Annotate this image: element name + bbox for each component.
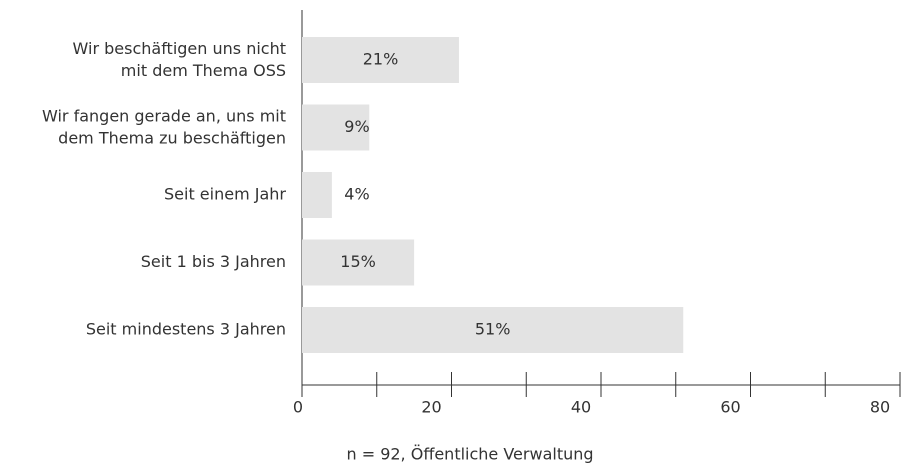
label-line: Wir fangen gerade an, uns mit	[42, 106, 286, 125]
bar	[302, 104, 370, 151]
y-tick-label: Wir beschäftigen uns nicht mit dem Thema …	[73, 39, 286, 80]
x-tick-label: 80	[870, 398, 890, 417]
value-label: 9%	[344, 117, 369, 136]
bar	[302, 239, 415, 286]
bar	[302, 172, 332, 218]
x-tick-label: 40	[571, 398, 591, 417]
note: n = 92, Öffentliche Verwaltung	[346, 445, 593, 464]
value-label: 51%	[475, 320, 511, 339]
x-tick-label: 60	[720, 398, 740, 417]
y-tick-label: Seit mindestens 3 Jahren	[86, 320, 286, 339]
x-tick-label: 20	[421, 398, 441, 417]
y-tick-label: Seit 1 bis 3 Jahren	[141, 252, 286, 271]
value-label: 21%	[363, 50, 399, 69]
y-tick-label: Seit einem Jahr	[164, 185, 286, 204]
bar	[302, 37, 459, 83]
value-label: 4%	[344, 185, 369, 204]
x-tick-label: 0	[293, 398, 303, 417]
label-line: mit dem Thema OSS	[121, 61, 286, 80]
value-label: 15%	[340, 252, 376, 271]
label-line: Wir beschäftigen uns nicht	[73, 39, 286, 58]
y-tick-label: Wir fangen gerade an, uns mit dem Thema z…	[42, 106, 286, 147]
label-line: dem Thema zu beschäftigen	[58, 128, 286, 147]
bar	[302, 307, 684, 353]
